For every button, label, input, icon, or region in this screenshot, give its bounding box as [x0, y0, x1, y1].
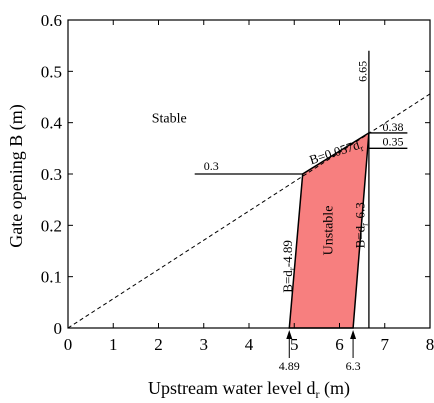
y-axis-label: Gate opening B (m) — [6, 104, 27, 247]
y-tick-label: 0.3 — [41, 165, 62, 184]
x-tick-label: 7 — [381, 335, 390, 354]
x-tick-label: 1 — [109, 335, 118, 354]
x-tick-label: 6 — [335, 335, 344, 354]
left-boundary-equation: B=dr-4.89 — [280, 240, 297, 293]
y-axis-ticks: 0 0.1 0.2 0.3 0.4 0.5 0.6 — [41, 11, 430, 338]
x-axis-ticks: 0 1 2 3 4 5 6 7 8 — [64, 20, 434, 354]
stability-boundary-line — [67, 93, 431, 329]
value-label-035: 0.35 — [382, 134, 403, 148]
y-tick-label: 0.2 — [41, 216, 62, 235]
y-tick-label: 0.6 — [41, 11, 62, 30]
x-axis-label: Upstream water level dr (m) — [148, 378, 350, 401]
x-tick-label: 4 — [245, 335, 254, 354]
value-label-63: 6.3 — [346, 359, 361, 373]
unstable-label: Unstable — [322, 206, 337, 256]
y-tick-label: 0.1 — [41, 268, 62, 287]
y-tick-label: 0 — [54, 319, 63, 338]
arrow-489-head — [286, 330, 293, 339]
x-tick-label: 3 — [200, 335, 209, 354]
y-tick-label: 0.5 — [41, 62, 62, 81]
x-tick-label: 8 — [426, 335, 434, 354]
x-tick-label: 5 — [290, 335, 299, 354]
arrow-63-head — [350, 330, 357, 339]
right-boundary-equation: B=dr-6.3 — [352, 202, 369, 248]
stable-label: Stable — [152, 112, 187, 127]
value-label-038: 0.38 — [382, 120, 403, 134]
y-tick-label: 0.4 — [41, 114, 63, 133]
x-tick-label: 0 — [64, 335, 73, 354]
value-label-03: 0.3 — [204, 159, 219, 173]
value-label-489: 4.89 — [279, 359, 300, 373]
value-label-665: 6.65 — [356, 61, 370, 82]
x-tick-label: 2 — [154, 335, 163, 354]
